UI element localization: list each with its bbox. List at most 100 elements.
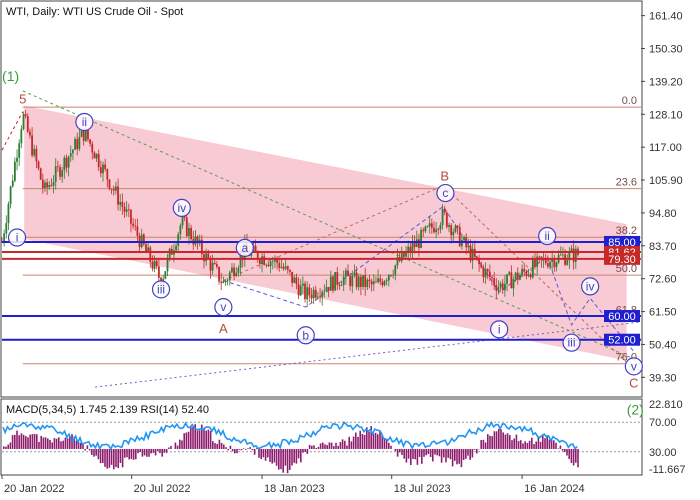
candle-body: [480, 264, 483, 268]
candle-body: [402, 251, 405, 257]
macd-bar: [328, 442, 331, 449]
candle-body: [286, 266, 289, 270]
macd-bar: [108, 448, 111, 468]
candle-body: [531, 259, 534, 278]
candle-body: [534, 259, 536, 267]
level-value: 52.00: [608, 335, 636, 347]
candle-body: [439, 225, 442, 230]
candle-body: [26, 116, 29, 132]
candle-body: [33, 148, 36, 156]
macd-bar: [14, 434, 16, 449]
macd-bar: [201, 424, 203, 449]
macd-bar: [22, 434, 25, 449]
wave-label: 5: [19, 91, 26, 106]
macd-bar: [280, 448, 282, 470]
candle-body: [476, 256, 478, 259]
candle-body: [555, 262, 558, 268]
candle-body: [441, 208, 444, 226]
wave-label: ii: [544, 229, 549, 243]
macd-bar: [216, 443, 218, 449]
candle-body: [463, 236, 465, 241]
macd-bar: [436, 448, 438, 456]
candle-body: [458, 227, 461, 247]
candle-body: [263, 256, 266, 265]
macd-bar: [533, 444, 535, 449]
candle-body: [467, 245, 470, 248]
candle-body: [394, 265, 397, 275]
candle-body: [450, 225, 453, 236]
candle-body: [151, 261, 154, 269]
macd-bar: [555, 442, 557, 449]
candle-body: [59, 167, 61, 177]
candle-body: [22, 114, 25, 129]
macd-bar: [27, 437, 29, 449]
candle-body: [299, 285, 302, 296]
candle-body: [3, 233, 6, 243]
macd-bar: [168, 447, 170, 449]
macd-bar: [242, 448, 245, 449]
candle-body: [231, 267, 233, 273]
wave-circle: [75, 112, 94, 132]
candle-body: [39, 168, 42, 180]
candle-body: [97, 153, 100, 168]
candle-body: [63, 157, 66, 171]
candle-body: [566, 260, 569, 265]
wave-circle: [214, 298, 233, 317]
candle-body: [482, 267, 485, 278]
macd-bar: [465, 448, 467, 459]
candle-body: [420, 229, 422, 248]
macd-bar: [258, 448, 260, 458]
candle-body: [142, 234, 145, 245]
candle-body: [488, 271, 491, 278]
macd-bar: [443, 448, 445, 458]
candle-body: [538, 256, 541, 258]
macd-bar: [447, 448, 449, 458]
candle-body: [516, 272, 519, 280]
candle-body: [125, 209, 128, 212]
macd-bar: [438, 448, 441, 457]
candle-body: [329, 276, 332, 291]
macd-bar: [157, 448, 159, 452]
macd-bar: [240, 448, 243, 451]
macd-bar: [577, 448, 579, 468]
x-tick-label: 18 Jul 2023: [394, 483, 451, 495]
y-tick-label: 139.20: [649, 76, 683, 88]
macd-bar: [337, 445, 339, 449]
macd-bar: [55, 438, 58, 449]
candle-body: [280, 266, 283, 268]
candle-body: [362, 275, 364, 287]
level-tag: [604, 252, 640, 265]
candle-body: [422, 229, 425, 232]
candle-body: [304, 283, 306, 300]
candle-body: [390, 275, 392, 276]
macd-bar: [251, 448, 254, 451]
macd-bar: [370, 426, 372, 449]
candle-body: [383, 281, 386, 286]
macd-bar: [190, 425, 192, 449]
candle-body: [499, 283, 502, 288]
macd-bar: [377, 434, 379, 449]
candle-body: [256, 251, 259, 260]
candle-body: [216, 264, 218, 267]
macd-bar: [271, 448, 273, 464]
candle-body: [282, 266, 285, 269]
macd-bar: [73, 436, 75, 449]
candle-body: [521, 268, 523, 276]
macd-bar: [544, 438, 546, 449]
macd-bar: [267, 448, 269, 458]
macd-bar: [196, 430, 199, 449]
candle-body: [76, 139, 79, 150]
macd-bar: [374, 432, 377, 449]
candle-body: [37, 161, 40, 169]
candle-body: [445, 212, 448, 228]
candle-body: [357, 276, 360, 288]
macd-bar: [517, 441, 520, 449]
macd-bar: [566, 448, 568, 456]
macd-bar: [275, 448, 278, 466]
macd-bar: [25, 436, 27, 449]
macd-bar: [95, 448, 97, 456]
candle-body: [454, 225, 457, 232]
macd-bar: [3, 446, 5, 449]
